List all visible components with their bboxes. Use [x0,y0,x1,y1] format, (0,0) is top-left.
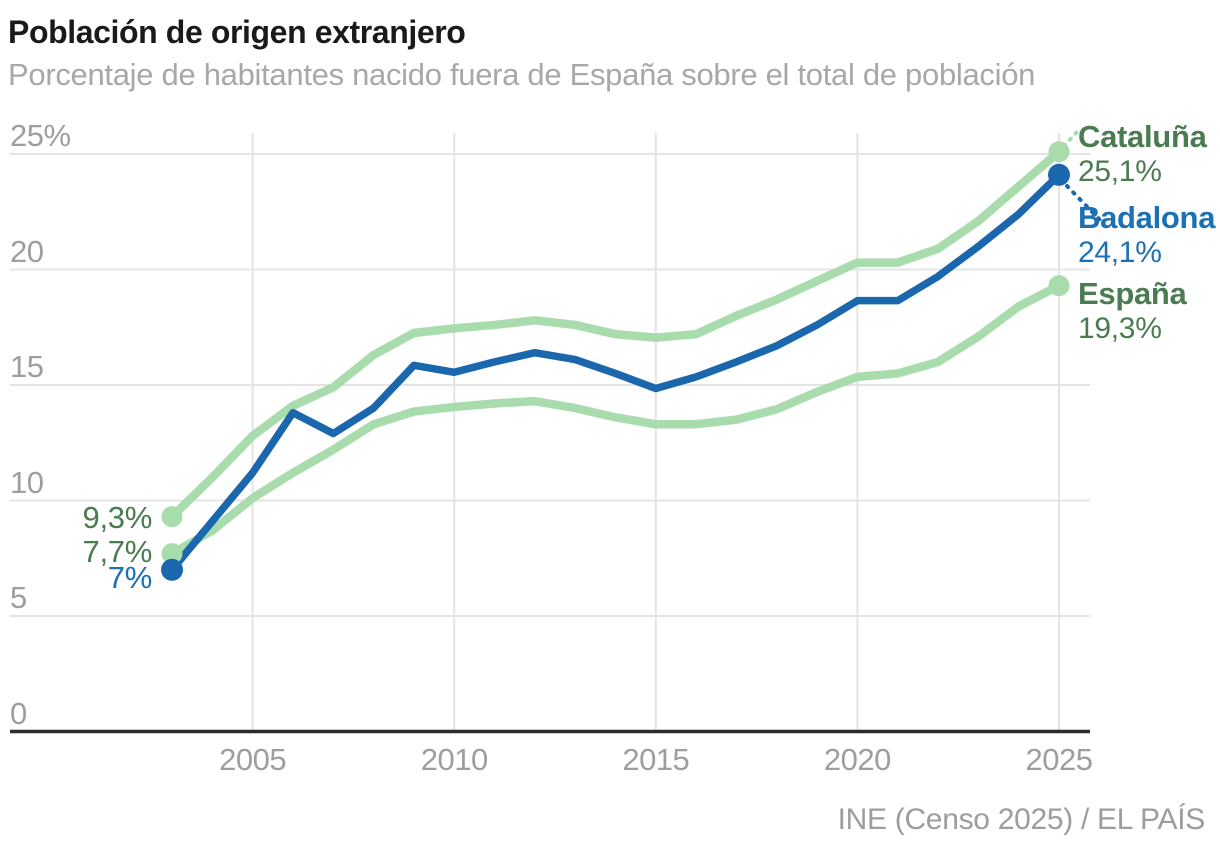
data-line-badalona [168,171,1063,574]
leader-line-badalona [1065,184,1102,222]
series-name-espana: España [1078,276,1187,311]
data-line-cataluna [167,147,1064,521]
y-tick-label-20: 20 [10,233,44,269]
x-tick-label-2005: 2005 [219,742,287,777]
data-line-espana [167,281,1064,558]
end-dot-espana [1048,275,1070,297]
series-end-label-espana: España 19,3% [1078,276,1187,346]
start-value-label-espana: 7,7% [82,534,153,569]
start-dot-cataluna [161,506,183,528]
start-value-label-cataluna: 9,3% [82,500,153,535]
source-credit: INE (Censo 2025) / EL PAÍS [837,803,1206,836]
y-tick-label-25: 25% [10,118,71,153]
series-end-value-cataluna: 25,1% [1078,155,1162,188]
x-tick-label-2025: 2025 [1025,742,1093,777]
y-tick-label-10: 10 [10,464,44,500]
series-end-label-cataluna: Cataluña 25,1% [1078,119,1207,189]
y-tick-label-0: 0 [10,695,27,731]
y-tick-label-15: 15 [10,349,44,384]
chart-subtitle: Porcentaje de habitantes nacido fuera de… [8,57,1036,92]
x-tick-label-2015: 2015 [622,742,690,777]
leader-line-cataluna [1062,129,1080,148]
end-dot-cataluna [1048,141,1070,163]
series-end-label-badalona: Badalona 24,1% [1078,200,1215,270]
x-tick-label-2020: 2020 [823,742,891,777]
start-dot-espana [161,543,183,565]
series-end-value-espana: 19,3% [1078,312,1162,345]
chart-title: Población de origen extranjero [8,14,466,50]
y-tick-label-5: 5 [10,580,27,615]
x-tick-label-2010: 2010 [420,742,488,777]
start-dot-badalona [161,558,183,581]
series-name-badalona: Badalona [1078,200,1216,235]
series-name-cataluna: Cataluña [1078,119,1207,154]
start-value-label-badalona: 7% [107,560,153,595]
end-dot-badalona [1047,163,1070,186]
series-end-value-badalona: 24,1% [1078,236,1162,269]
